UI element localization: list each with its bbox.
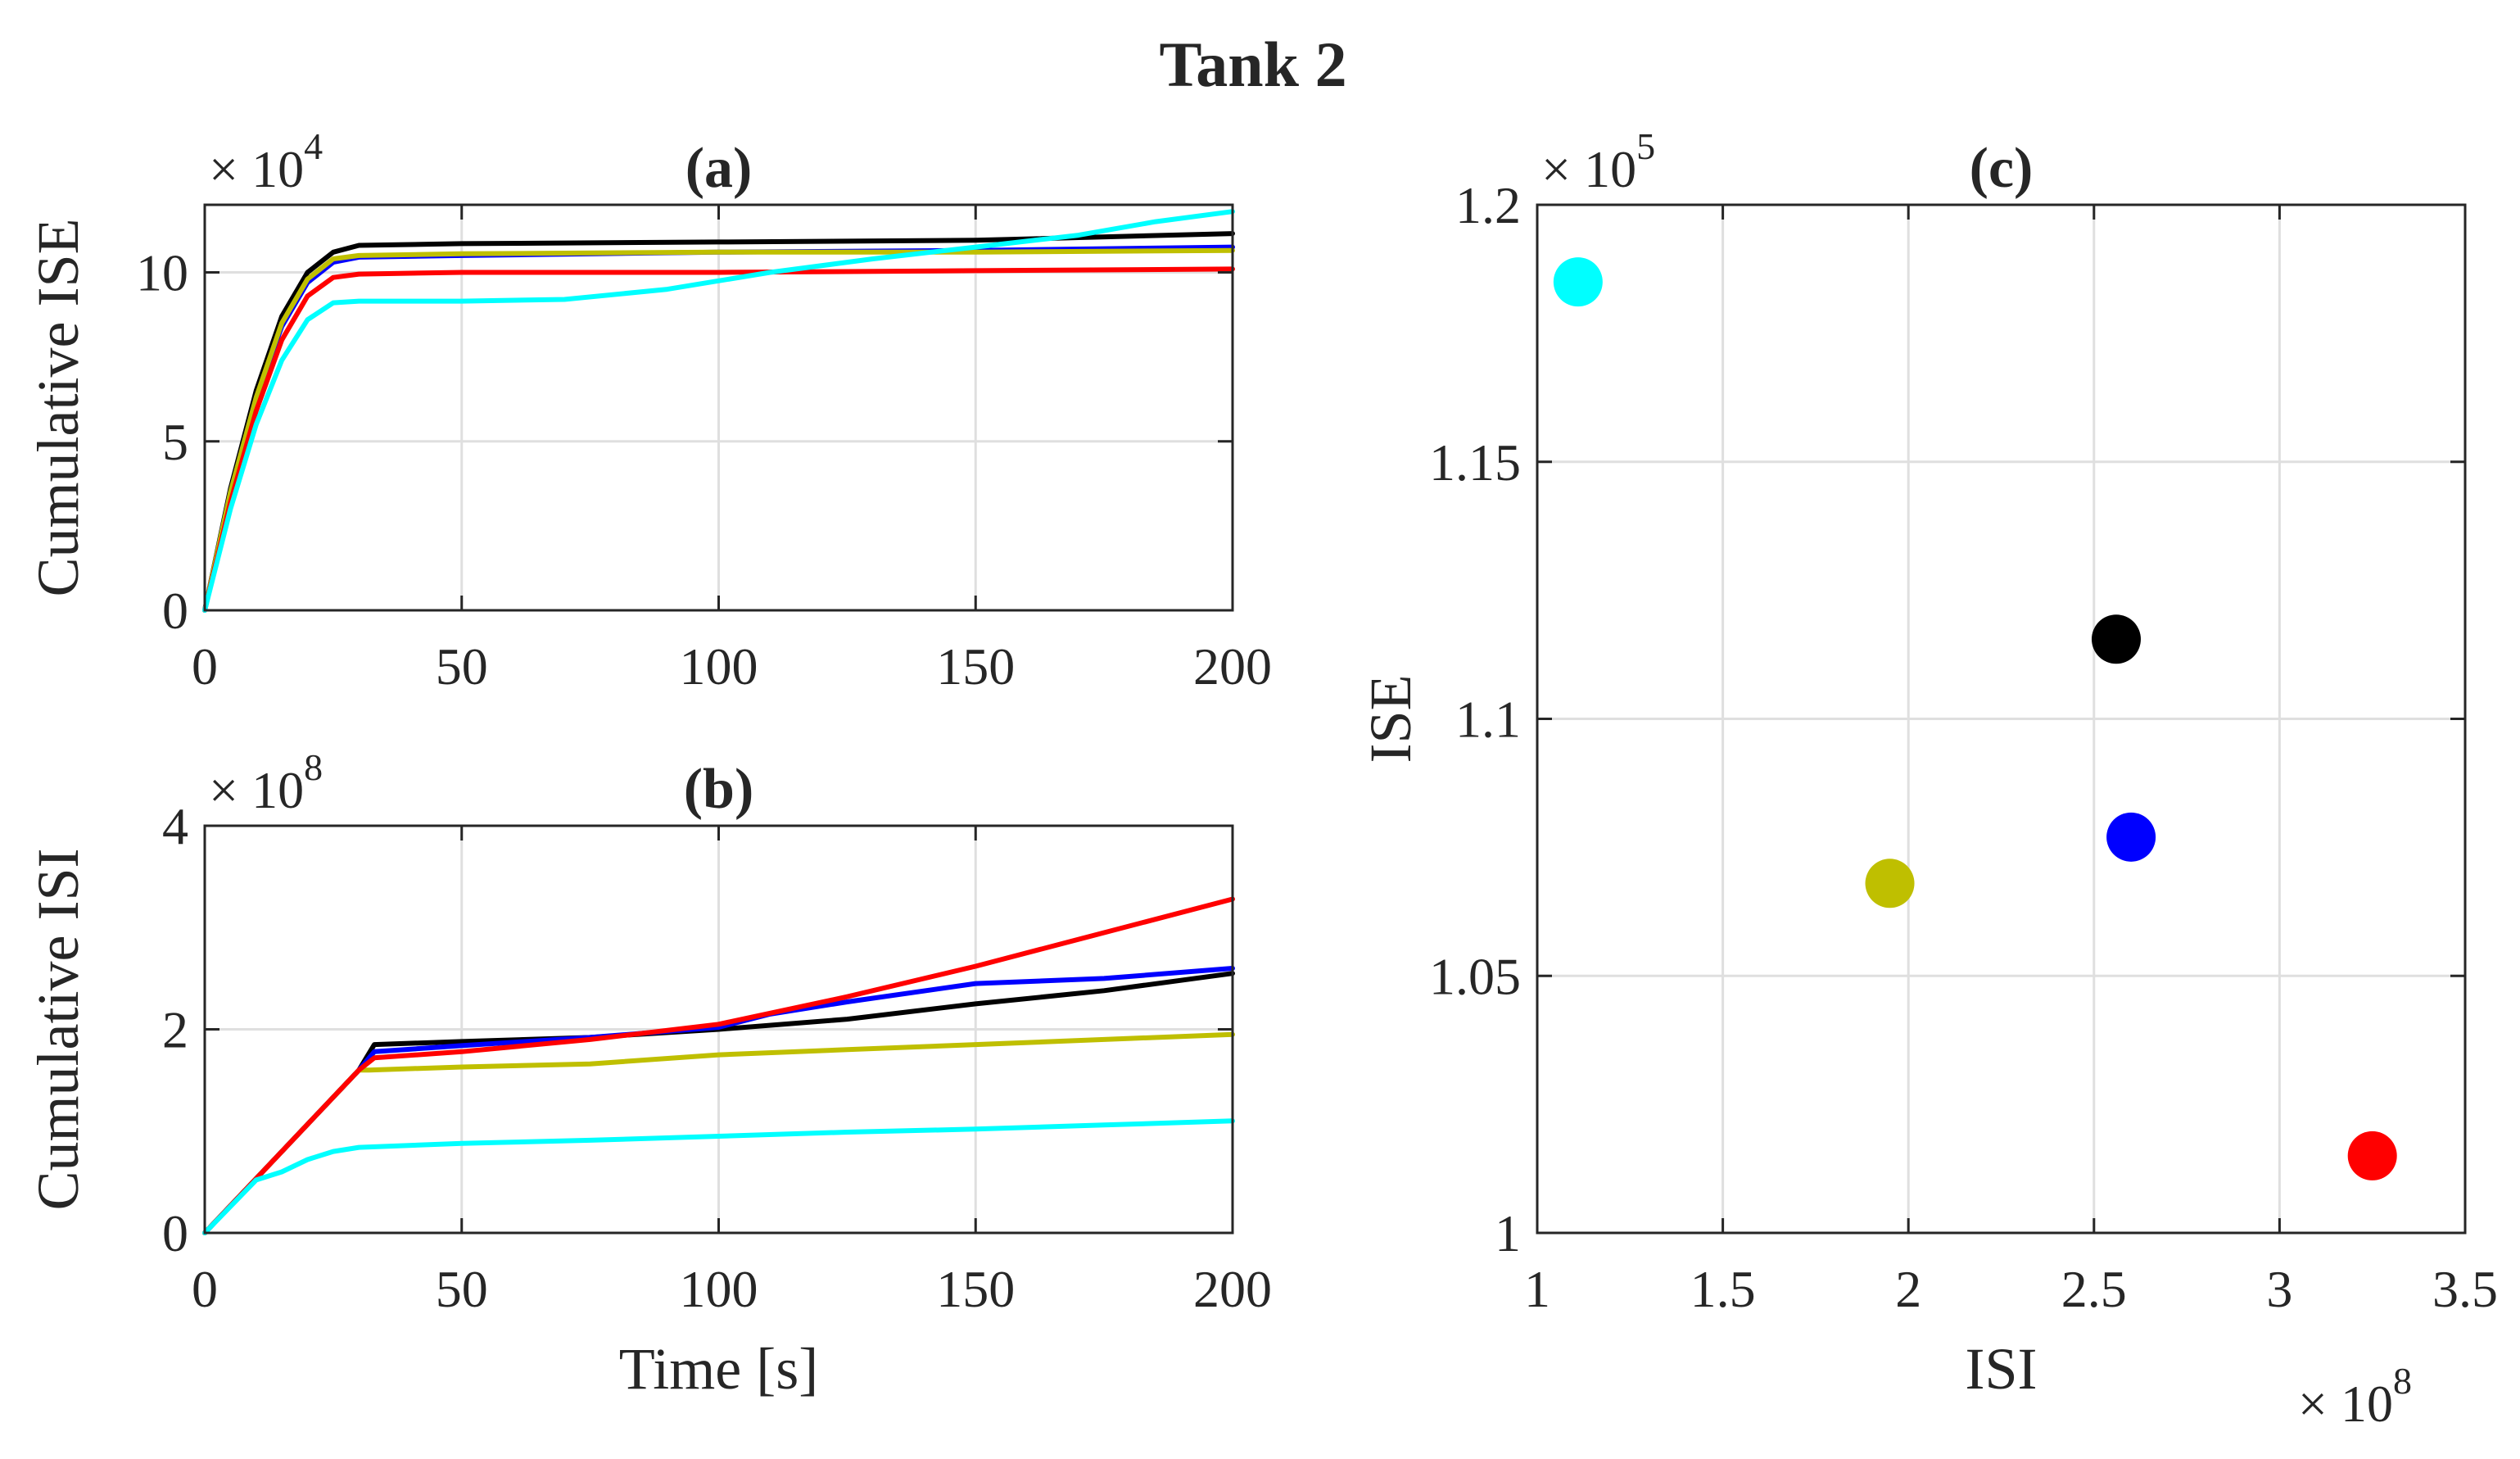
- x-axis-label: Time [s]: [619, 1336, 818, 1402]
- y-tick-label: 0: [162, 582, 188, 640]
- y-tick-label: 2: [162, 1001, 188, 1059]
- x-tick-label: 200: [1193, 637, 1272, 696]
- y-axis-label: Cumulative ISI: [25, 849, 91, 1211]
- scatter-point-black: [2091, 614, 2141, 664]
- y-exponent-power: 5: [1636, 125, 1655, 167]
- panel-a: 0 50 100 150 200 0 5 10 (a) × 104 Cumulative ISE: [25, 125, 1272, 696]
- y-tick-label: 5: [162, 413, 188, 471]
- panel-title: (b): [684, 758, 754, 821]
- scatter-point-red: [2347, 1130, 2397, 1180]
- y-exponent-power: 4: [304, 125, 323, 167]
- x-tick-label: 3.5: [2432, 1260, 2498, 1318]
- series-line-red: [202, 266, 1235, 613]
- x-exponent-base: × 10: [2298, 1375, 2393, 1433]
- x-tick-label: 0: [192, 1260, 218, 1318]
- scatter-point-cyan: [1553, 257, 1603, 307]
- scatter-point-olive: [1865, 859, 1915, 908]
- y-tick-label: 1.15: [1429, 433, 1521, 492]
- y-tick-label: 4: [162, 797, 188, 855]
- x-axis-exponent: × 108: [2298, 1360, 2412, 1433]
- y-axis-exponent: × 105: [1541, 125, 1655, 198]
- series-line-cyan: [202, 1118, 1235, 1235]
- series-line-olive: [202, 1031, 1235, 1235]
- x-tick-label: 2.5: [2061, 1260, 2127, 1318]
- panel-b: 0 50 100 150 200 0 2 4 (b) × 108 Time [s] Cumulativ…: [25, 746, 1272, 1402]
- y-axis-label: ISE: [1358, 675, 1423, 763]
- y-tick-label: 1.1: [1455, 691, 1521, 749]
- series-line-blue: [202, 966, 1235, 1235]
- x-axis-label: ISI: [1966, 1336, 2038, 1402]
- x-tick-label: 150: [936, 637, 1015, 696]
- x-tick-label: 100: [680, 637, 758, 696]
- panel-title: (a): [685, 137, 753, 200]
- y-exponent-base: × 10: [1541, 140, 1636, 198]
- panel-title: (c): [1970, 137, 2034, 200]
- y-tick-label: 10: [136, 244, 188, 302]
- y-tick-label: 1.2: [1455, 176, 1521, 234]
- series-line-red: [202, 896, 1235, 1235]
- y-exponent-base: × 10: [209, 140, 304, 198]
- x-tick-label: 150: [936, 1260, 1015, 1318]
- y-axis-label: Cumulative ISE: [25, 219, 91, 597]
- x-tick-label: 50: [436, 1260, 488, 1318]
- series-line-cyan: [202, 209, 1235, 613]
- x-tick-label: 0: [192, 637, 218, 696]
- figure-title: Tank 2: [1159, 29, 1346, 100]
- x-exponent-power: 8: [2393, 1360, 2412, 1402]
- x-tick-label: 1.5: [1690, 1260, 1756, 1318]
- x-tick-label: 200: [1193, 1260, 1272, 1318]
- x-tick-label: 1: [1524, 1260, 1550, 1318]
- x-tick-label: 3: [2266, 1260, 2292, 1318]
- y-exponent-power: 8: [304, 746, 323, 788]
- series-line-olive: [202, 247, 1235, 613]
- y-tick-label: 1: [1495, 1204, 1521, 1262]
- panel-c: 1 1.5 2 2.5 3 3.511.051.11.151.2(c)× 105× 108…: [1358, 125, 2498, 1433]
- x-tick-label: 100: [680, 1260, 758, 1318]
- scatter-point-blue: [2106, 812, 2156, 862]
- y-axis-exponent: × 108: [209, 746, 323, 819]
- x-tick-label: 50: [436, 637, 488, 696]
- y-exponent-base: × 10: [209, 761, 304, 819]
- y-tick-label: 1.05: [1429, 947, 1521, 1005]
- y-axis-exponent: × 104: [209, 125, 323, 198]
- y-tick-label: 0: [162, 1204, 188, 1262]
- x-tick-label: 2: [1895, 1260, 1921, 1318]
